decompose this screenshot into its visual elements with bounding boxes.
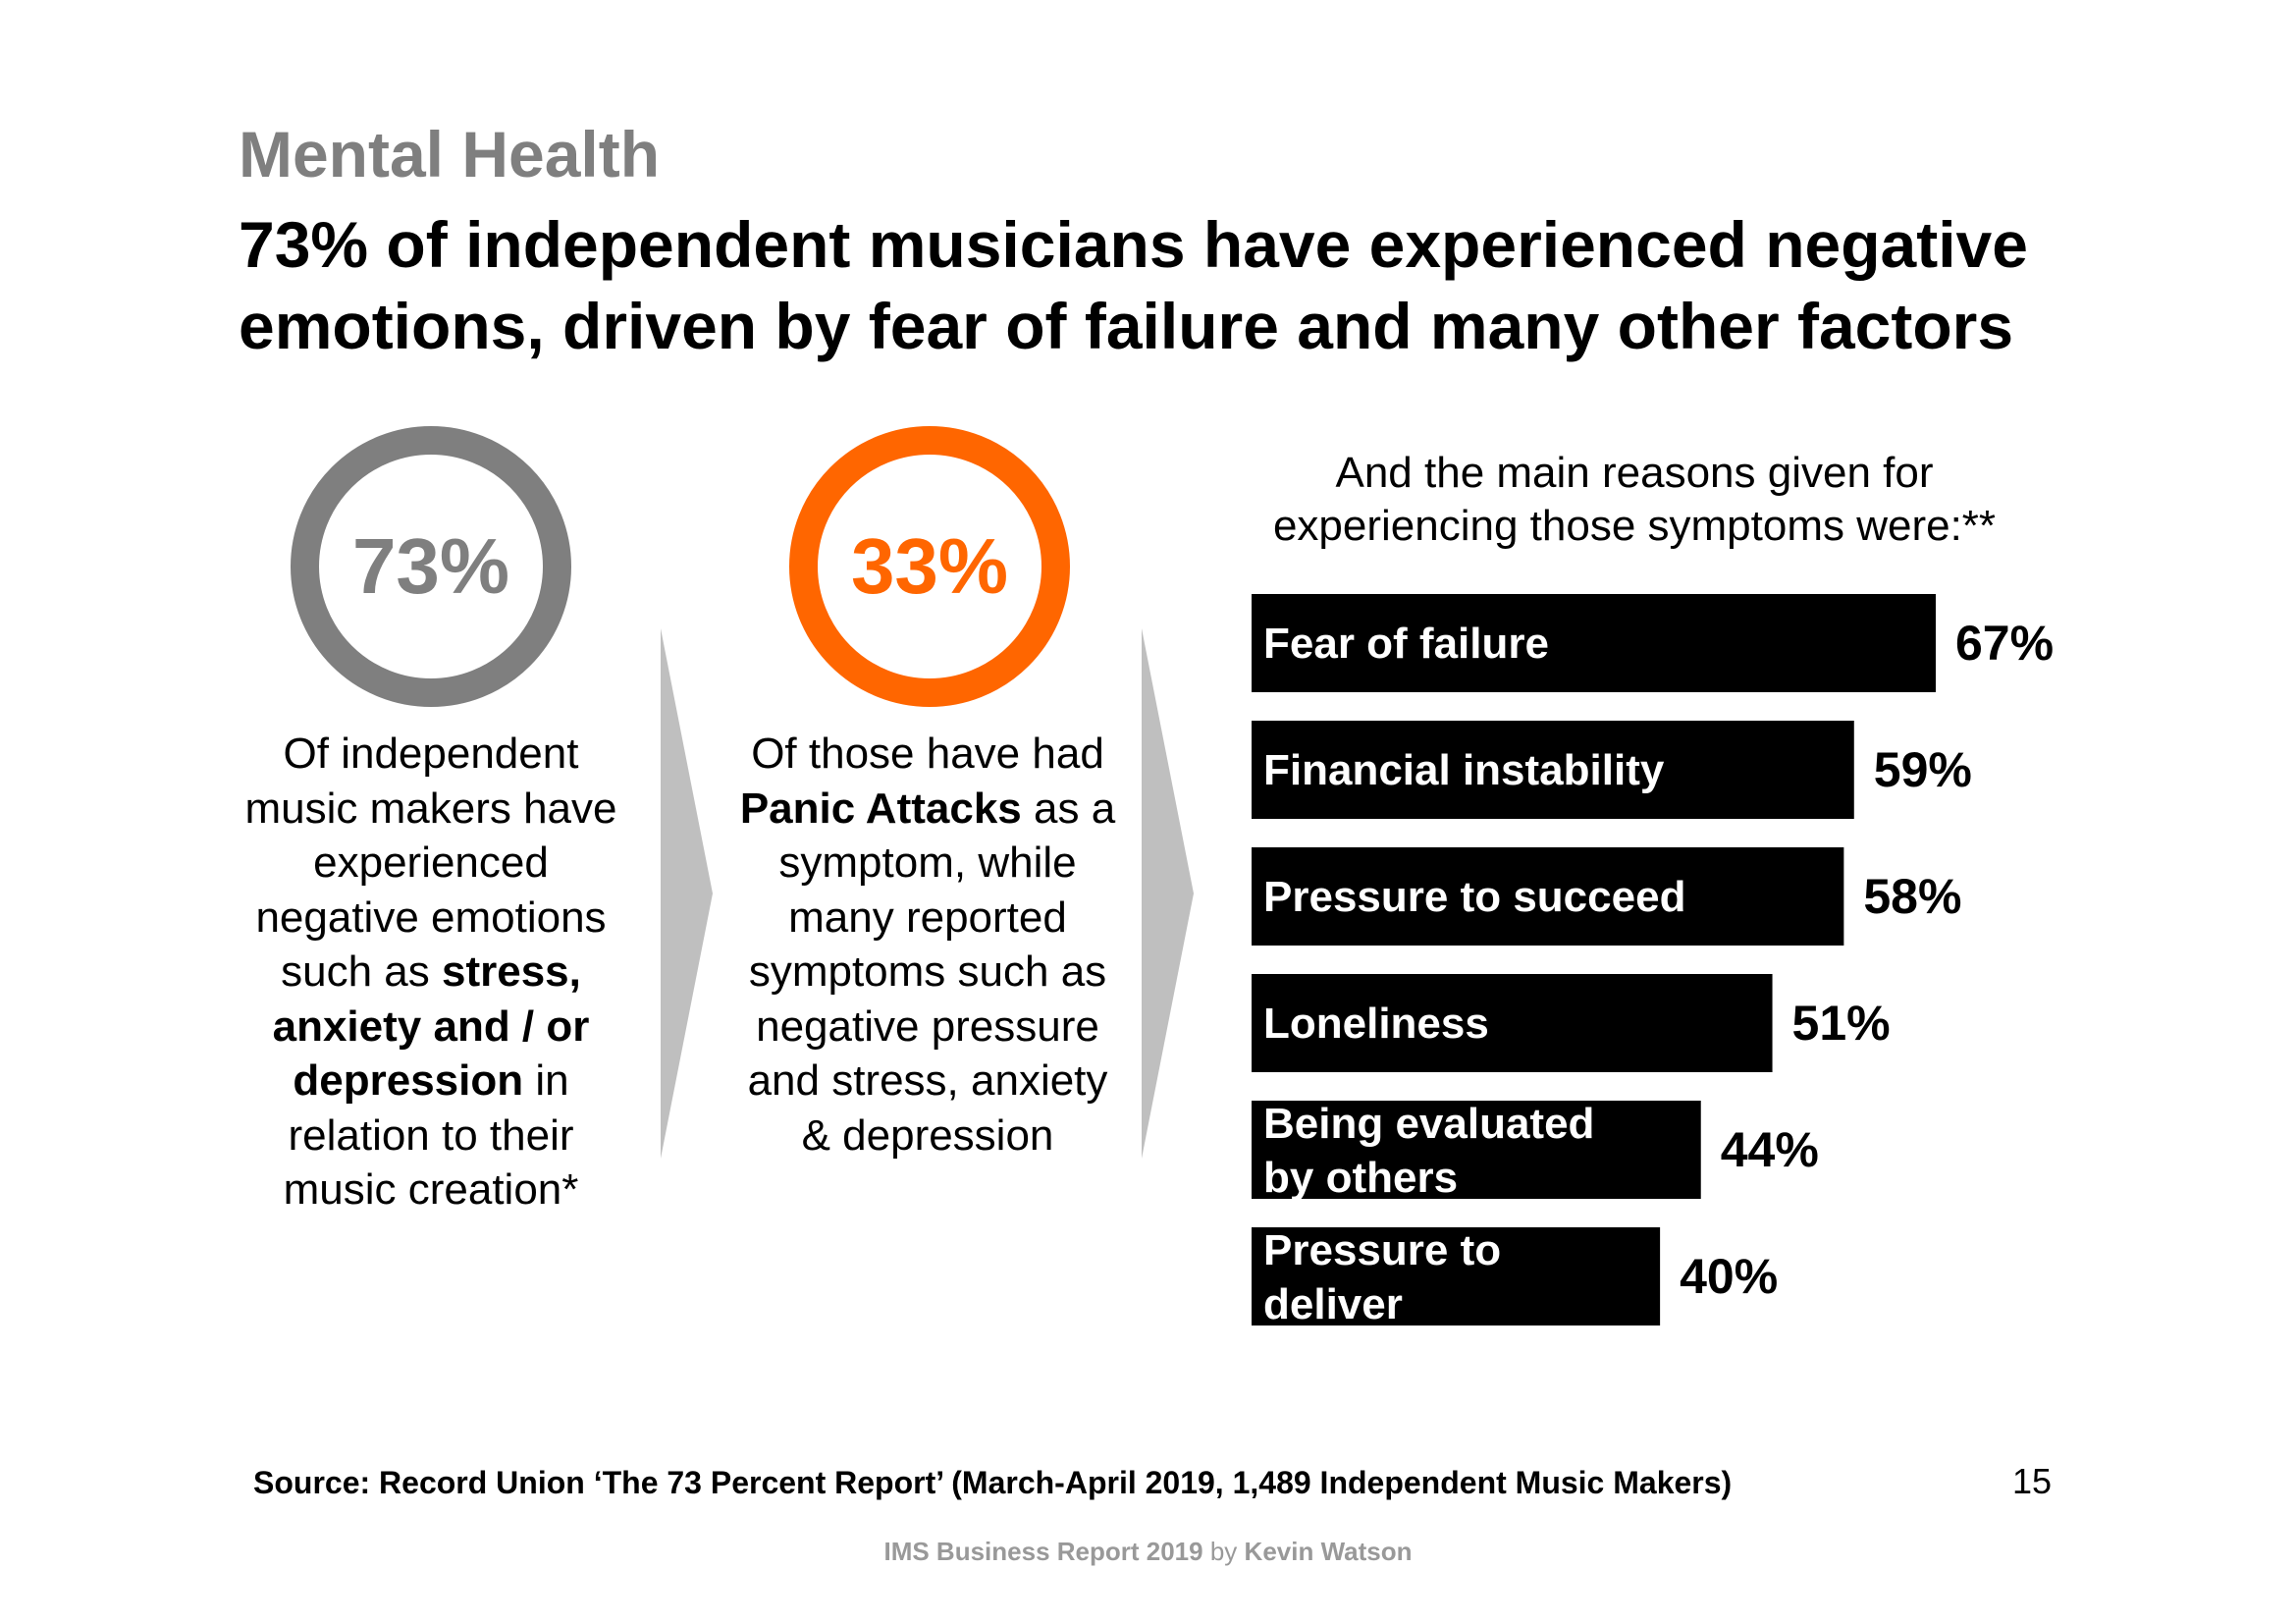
footer-by: by (1209, 1537, 1238, 1566)
desc-2-text-a: Of those have had (751, 730, 1104, 778)
reasons-bar-chart: Fear of failure 67% Financial instability 5… (1252, 594, 2054, 1328)
stat-description-1: Of independent music makers have experie… (235, 727, 627, 1217)
footer-author: Kevin Watson (1244, 1537, 1413, 1566)
desc-1-bold: stress, anxiety and / or depression (272, 947, 590, 1105)
title-line-2: emotions, driven by fear of failure and … (239, 290, 2014, 362)
reasons-intro: And the main reasons given for experienc… (1272, 449, 1997, 550)
footer-report: IMS Business Report 2019 (883, 1537, 1203, 1566)
desc-2-bold: Panic Attacks (739, 784, 1022, 833)
bar-value-5: 40% (1680, 1249, 1778, 1304)
bar-5 (1252, 1227, 1661, 1325)
title-line-1: 73% of independent musicians have experi… (239, 208, 2028, 281)
section-kicker: Mental Health (239, 118, 661, 190)
bar-0 (1252, 594, 1936, 692)
bar-label-4: Being evaluated by others (1263, 1100, 1594, 1202)
bar-label-2: Pressure to succeed (1263, 873, 1685, 921)
bar-label-0: Fear of failure (1263, 620, 1549, 668)
bar-value-1: 59% (1874, 742, 1972, 797)
page-number: 15 (2012, 1461, 2053, 1501)
source-note: Source: Record Union ‘The 73 Percent Rep… (253, 1465, 1733, 1500)
desc-1-text-b: in relation to their music creation* (283, 1056, 579, 1214)
chevron-right-icon (661, 628, 713, 1159)
bar-2 (1252, 847, 1844, 946)
stat-ring-73: 73% (291, 426, 571, 707)
desc-1-text-a: Of independent music makers have experie… (244, 730, 617, 996)
bar-value-4: 44% (1721, 1122, 1819, 1177)
chevron-right-icon (1142, 628, 1194, 1159)
page-title: 73% of independent musicians have experi… (239, 204, 2202, 367)
stat-description-2: Of those have had Panic Attacks as a sym… (731, 727, 1124, 1163)
bar-label-1: Financial instability (1263, 746, 1665, 794)
stat-ring-33: 33% (789, 426, 1070, 707)
bar-4 (1252, 1101, 1701, 1199)
report-footer: IMS Business Report 2019 by Kevin Watson (0, 1537, 2296, 1567)
bar-label-5: Pressure to deliver (1263, 1226, 1501, 1328)
desc-2-text-b: as a symptom, while many reported sympto… (747, 784, 1116, 1160)
bar-3 (1252, 974, 1773, 1072)
bar-value-2: 58% (1863, 869, 1961, 924)
bar-1 (1252, 721, 1854, 819)
bar-value-3: 51% (1792, 996, 1891, 1051)
bar-value-0: 67% (1955, 616, 2054, 671)
bar-label-3: Loneliness (1263, 1000, 1489, 1048)
